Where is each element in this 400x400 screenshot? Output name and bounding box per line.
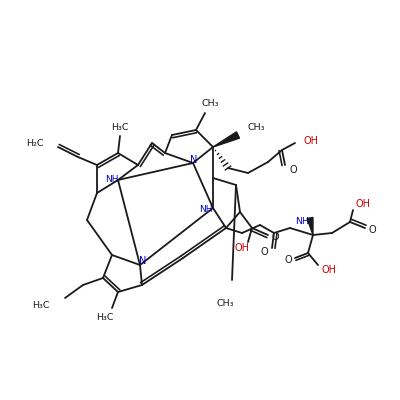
Text: NH: NH bbox=[199, 204, 213, 214]
Text: O: O bbox=[284, 255, 292, 265]
Text: CH₃: CH₃ bbox=[216, 298, 234, 308]
Text: N: N bbox=[190, 155, 198, 165]
Text: OH: OH bbox=[322, 265, 337, 275]
Text: CH₃: CH₃ bbox=[247, 122, 264, 132]
Text: O: O bbox=[368, 225, 376, 235]
Text: O: O bbox=[260, 247, 268, 257]
Text: OH: OH bbox=[355, 199, 370, 209]
Text: H₃C: H₃C bbox=[32, 302, 50, 310]
Polygon shape bbox=[307, 218, 313, 235]
Text: OH: OH bbox=[234, 243, 250, 253]
Polygon shape bbox=[213, 132, 240, 147]
Text: H₃C: H₃C bbox=[96, 312, 114, 322]
Text: N: N bbox=[139, 256, 147, 266]
Text: NH: NH bbox=[295, 218, 309, 226]
Text: OH: OH bbox=[303, 136, 318, 146]
Text: CH₃: CH₃ bbox=[201, 100, 219, 108]
Text: O: O bbox=[271, 232, 279, 242]
Text: NH: NH bbox=[105, 176, 119, 184]
Text: H₂C: H₂C bbox=[26, 138, 44, 148]
Text: H₃C: H₃C bbox=[111, 122, 129, 132]
Text: O: O bbox=[289, 165, 297, 175]
